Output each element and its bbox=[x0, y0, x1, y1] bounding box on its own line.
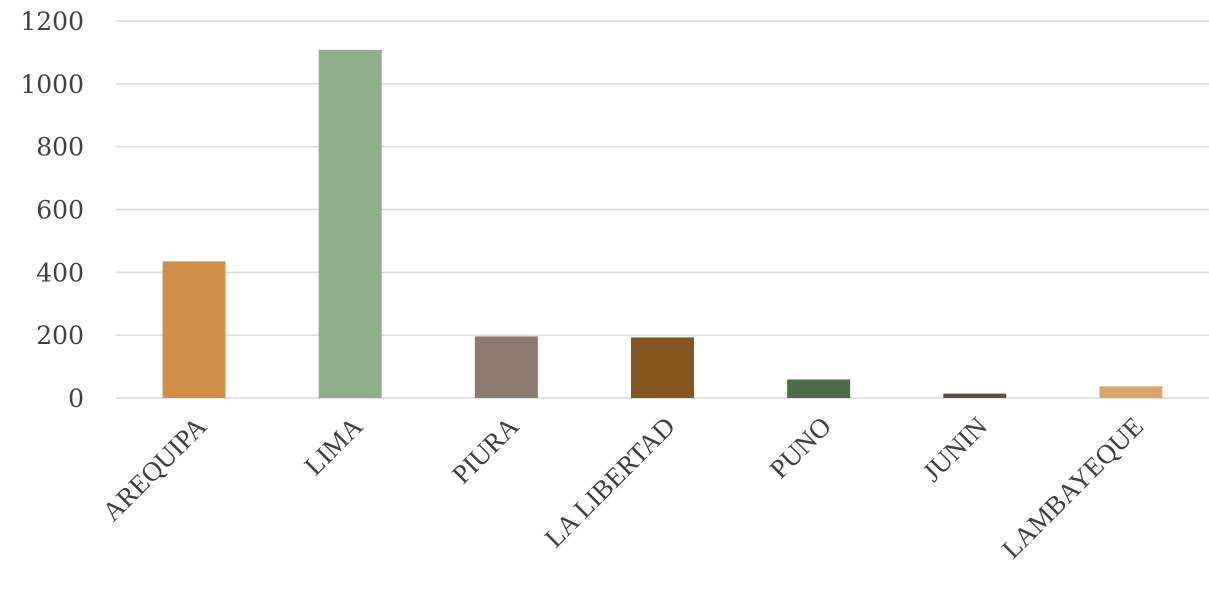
bar-puno bbox=[787, 379, 851, 398]
bar-junin bbox=[943, 393, 1007, 398]
x-category-label: AREQUIPA bbox=[96, 411, 212, 527]
bar-lambayeque bbox=[1099, 386, 1163, 398]
y-tick-label: 0 bbox=[68, 384, 84, 413]
y-tick-label: 400 bbox=[36, 258, 84, 287]
y-tick-label: 200 bbox=[36, 321, 84, 350]
x-category-label: PIURA bbox=[446, 411, 525, 490]
bar-lima bbox=[318, 49, 382, 399]
y-tick-label: 600 bbox=[36, 196, 84, 225]
y-tick-label: 800 bbox=[36, 133, 84, 162]
bar-piura bbox=[474, 336, 538, 398]
bar-arequipa bbox=[162, 261, 226, 398]
x-category-label: LA LIBERTAD bbox=[539, 411, 681, 553]
x-category-label: LIMA bbox=[298, 411, 368, 481]
y-tick-label: 1200 bbox=[20, 7, 84, 36]
y-axis-tick-labels: 0 200 400 600 800 1000 1200 bbox=[20, 7, 84, 413]
gridlines bbox=[116, 20, 1209, 399]
x-category-label: LAMBAYEQUE bbox=[996, 411, 1149, 564]
y-tick-label: 1000 bbox=[20, 70, 84, 99]
x-category-label: JUNIN bbox=[917, 411, 993, 487]
x-category-label: PUNO bbox=[764, 411, 837, 484]
x-axis-category-labels: AREQUIPA LIMA PIURA LA LIBERTAD PUNO JUNIN LAM… bbox=[96, 411, 1149, 564]
bars bbox=[162, 49, 1163, 399]
bar-la-libertad bbox=[631, 337, 694, 398]
